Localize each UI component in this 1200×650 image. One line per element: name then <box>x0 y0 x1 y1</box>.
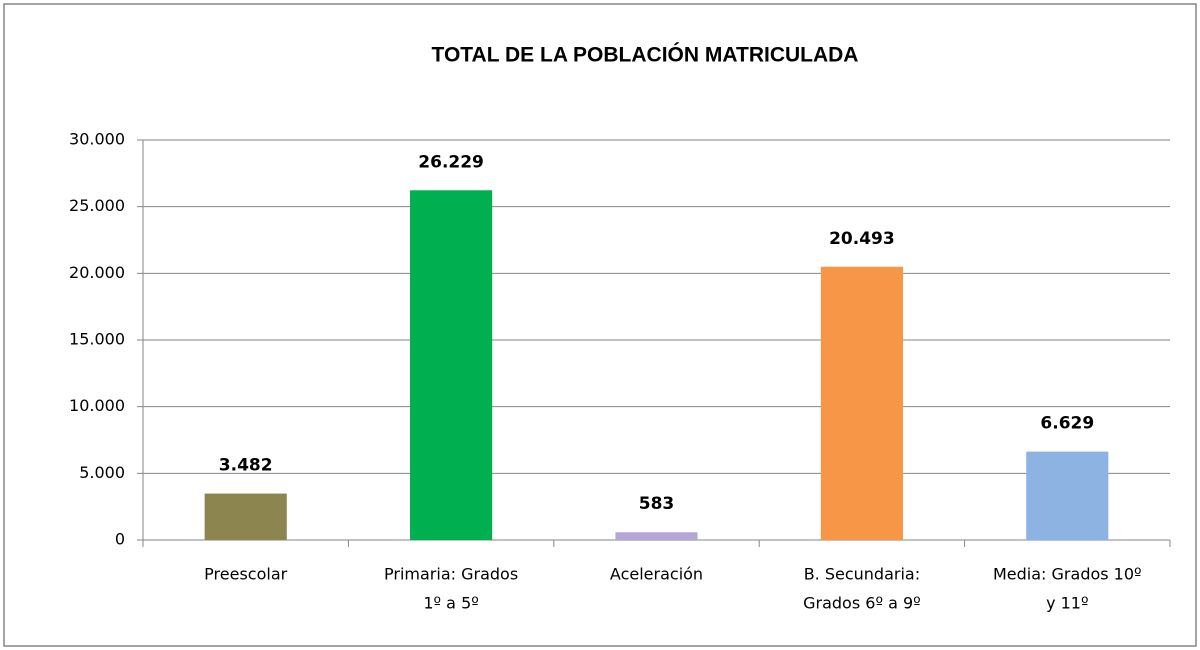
bar <box>615 532 698 540</box>
bar <box>1026 451 1109 540</box>
x-tick-label: Media: Grados 10º <box>993 565 1142 584</box>
chart-frame <box>3 3 1197 647</box>
x-tick-label: Primaria: Grados <box>384 565 518 584</box>
chart-title: TOTAL DE LA POBLACIÓN MATRICULADA <box>432 43 859 67</box>
bar <box>820 266 903 540</box>
data-label: 583 <box>639 494 675 514</box>
bar <box>410 190 493 540</box>
x-tick-label: Preescolar <box>204 565 287 584</box>
x-tick-label: Grados 6º a 9º <box>803 594 921 613</box>
y-tick-label: 25.000 <box>69 196 125 215</box>
y-tick-label: 20.000 <box>69 263 125 282</box>
x-tick-label: 1º a 5º <box>423 594 478 613</box>
y-tick-label: 15.000 <box>69 330 125 349</box>
bar <box>204 493 287 540</box>
y-tick-label: 30.000 <box>69 130 125 149</box>
data-label: 6.629 <box>1040 414 1094 434</box>
y-tick-label: 5.000 <box>79 463 125 482</box>
y-tick-label: 0 <box>115 530 125 549</box>
x-tick-label: B. Secundaria: <box>804 565 920 584</box>
data-label: 20.493 <box>829 229 895 249</box>
x-tick-label: Aceleración <box>610 565 703 584</box>
data-label: 3.482 <box>219 456 273 476</box>
x-tick-label: y 11º <box>1046 594 1088 613</box>
data-label: 26.229 <box>418 152 484 172</box>
y-tick-label: 10.000 <box>69 396 125 415</box>
